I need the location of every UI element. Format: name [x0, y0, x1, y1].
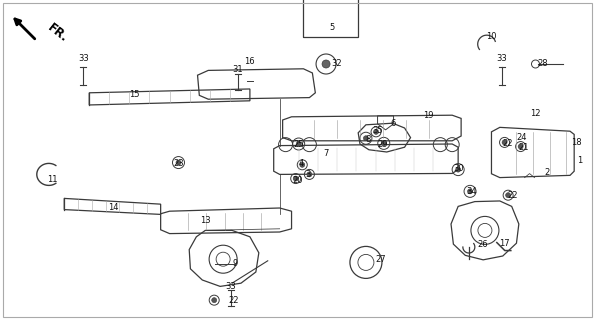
Text: 3: 3 — [305, 170, 311, 179]
Circle shape — [176, 160, 181, 165]
Text: 15: 15 — [129, 90, 139, 99]
Text: 19: 19 — [423, 111, 434, 120]
Text: 33: 33 — [78, 54, 89, 63]
Text: 26: 26 — [478, 240, 488, 249]
Text: 2: 2 — [545, 168, 550, 177]
Text: 22: 22 — [502, 139, 513, 148]
Circle shape — [468, 189, 472, 194]
Text: 21: 21 — [518, 143, 529, 152]
Text: 18: 18 — [571, 138, 581, 147]
Circle shape — [374, 129, 378, 134]
Text: 35: 35 — [372, 126, 383, 135]
Text: 17: 17 — [499, 239, 509, 248]
Text: 7: 7 — [323, 149, 329, 158]
Circle shape — [502, 140, 507, 145]
Circle shape — [506, 193, 511, 198]
Text: 31: 31 — [233, 65, 243, 74]
Text: 20: 20 — [292, 176, 303, 185]
Text: 33: 33 — [226, 282, 236, 291]
Text: 25: 25 — [293, 140, 304, 149]
Circle shape — [322, 60, 330, 68]
Circle shape — [456, 167, 461, 172]
Text: 32: 32 — [331, 59, 342, 68]
Text: 6: 6 — [390, 119, 396, 128]
Text: 23: 23 — [173, 159, 184, 168]
Circle shape — [518, 144, 523, 149]
Text: 13: 13 — [200, 216, 211, 225]
Text: 1: 1 — [577, 156, 582, 164]
Text: 16: 16 — [245, 57, 255, 66]
Text: 22: 22 — [228, 296, 239, 305]
Text: 30: 30 — [453, 164, 464, 173]
Text: 8: 8 — [365, 135, 371, 144]
Circle shape — [364, 136, 368, 141]
Circle shape — [300, 162, 305, 167]
Text: 9: 9 — [233, 259, 237, 268]
Text: 22: 22 — [508, 191, 518, 200]
Circle shape — [296, 141, 301, 147]
Circle shape — [307, 172, 312, 177]
Text: 12: 12 — [530, 109, 541, 118]
Circle shape — [212, 298, 217, 303]
Text: 11: 11 — [47, 175, 58, 184]
Text: 4: 4 — [299, 159, 303, 168]
Text: 29: 29 — [377, 140, 388, 148]
Text: 14: 14 — [108, 204, 118, 212]
Text: FR.: FR. — [45, 21, 70, 45]
Text: 5: 5 — [330, 23, 334, 32]
Text: 33: 33 — [496, 54, 507, 63]
Circle shape — [293, 176, 298, 181]
Text: 10: 10 — [486, 32, 496, 41]
Circle shape — [381, 141, 386, 146]
Text: 24: 24 — [516, 133, 527, 142]
Text: 27: 27 — [375, 255, 386, 264]
Text: 28: 28 — [537, 59, 548, 68]
Text: 34: 34 — [466, 188, 477, 196]
